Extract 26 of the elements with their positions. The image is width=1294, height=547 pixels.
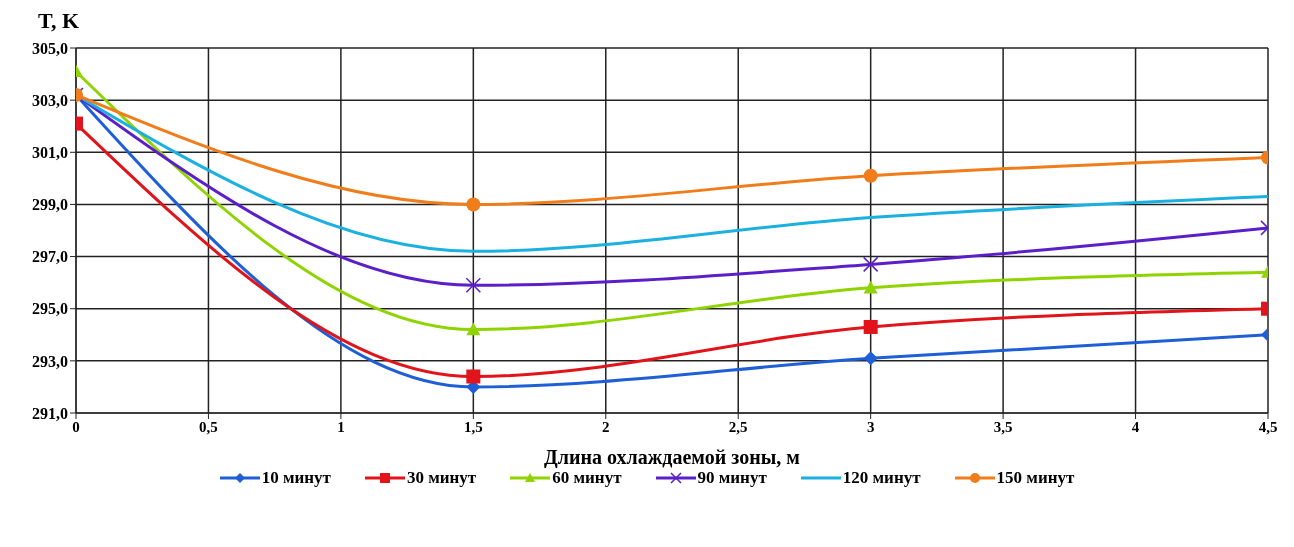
x-tick-label: 3,5 — [993, 418, 1013, 435]
x-tick-label: 1,5 — [463, 418, 483, 435]
x-tick-label: 1 — [337, 418, 345, 435]
legend-label: 30 минут — [406, 468, 477, 488]
y-tick-label: 305,0 — [32, 39, 68, 57]
y-tick-label: 297,0 — [32, 248, 68, 266]
x-tick-label: 2,5 — [728, 418, 748, 435]
x-axis-title: Длина охлаждаемой зоны, м — [544, 446, 800, 469]
x-tick-label: 4,5 — [1258, 418, 1278, 435]
x-tick-label: 2 — [602, 418, 610, 435]
legend-label: 60 минут — [552, 468, 622, 488]
y-tick-label: 295,0 — [32, 300, 68, 318]
legend-label: 90 минут — [697, 468, 767, 488]
x-tick-label: 0,5 — [199, 418, 218, 435]
y-axis-title: T, K — [37, 8, 81, 35]
x-tick-label: 4 — [1131, 418, 1140, 435]
legend-label: 120 минут — [842, 468, 921, 488]
y-tick-label: 299,0 — [32, 196, 68, 214]
y-tick-label: 303,0 — [32, 91, 68, 109]
y-tick-label: 291,0 — [32, 404, 68, 422]
y-tick-label: 301,0 — [32, 143, 68, 161]
legend-label: 10 минут — [261, 468, 331, 488]
legend-label: 150 минут — [996, 468, 1075, 488]
x-tick-label: 3 — [866, 418, 875, 435]
x-tick-label: 0 — [72, 418, 80, 435]
y-tick-label: 293,0 — [32, 352, 68, 370]
